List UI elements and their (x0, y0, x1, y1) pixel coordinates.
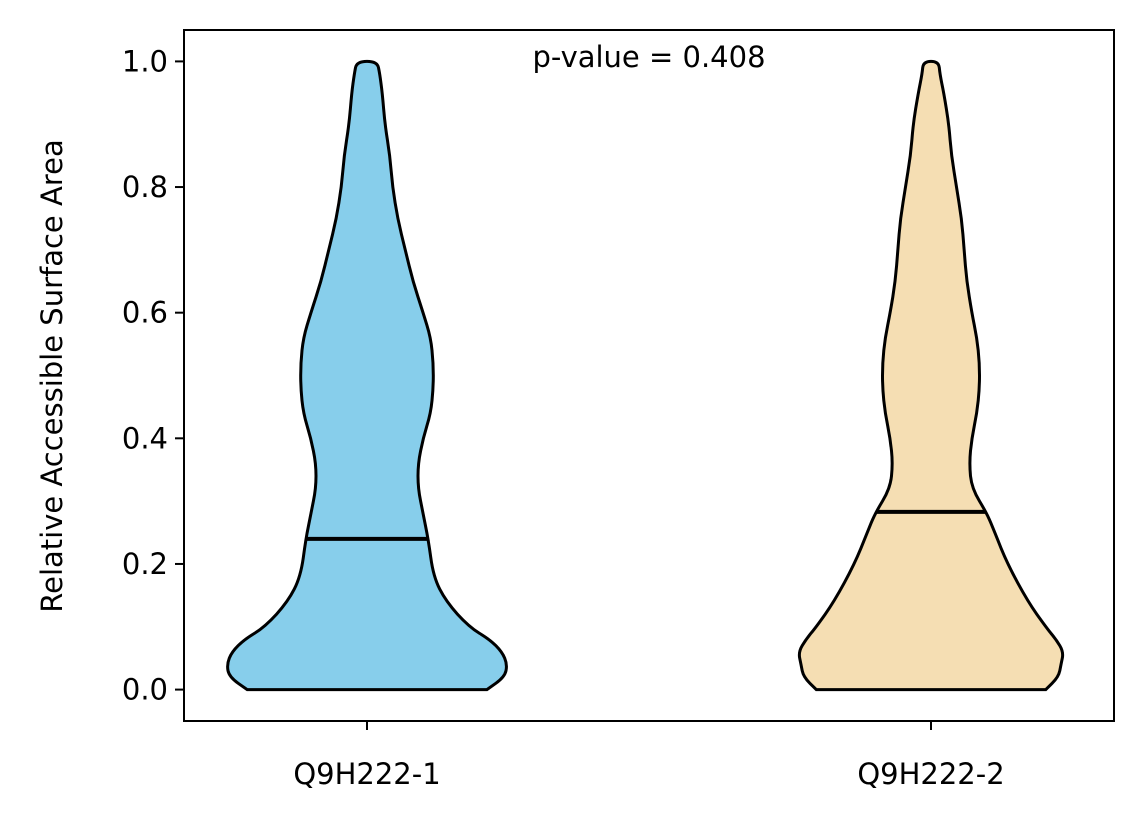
plot-frame (183, 29, 1115, 722)
p-value-annotation: p-value = 0.408 (532, 40, 765, 74)
y-axis-title: Relative Accessible Surface Area (35, 139, 69, 612)
x-tick-label: Q9H222-2 (857, 757, 1004, 791)
y-tick-label: 0.2 (122, 547, 168, 581)
y-tick-label: 0.6 (122, 296, 168, 330)
y-tick-label: 1.0 (122, 44, 168, 78)
x-tick-label: Q9H222-1 (293, 757, 440, 791)
y-tick-label: 0.4 (122, 421, 168, 455)
medians-layer (305, 509, 986, 541)
y-tick-label: 0.8 (122, 170, 168, 204)
y-axis: 0.0 0.2 0.4 0.6 0.8 1.0 (122, 44, 184, 707)
x-axis: Q9H222-1 Q9H222-2 (293, 721, 1005, 791)
violin-Q9H222-1 (226, 59, 508, 692)
y-tick-label: 0.0 (122, 673, 168, 707)
violin-Q9H222-2 (797, 59, 1065, 692)
violins-layer (226, 59, 1065, 692)
